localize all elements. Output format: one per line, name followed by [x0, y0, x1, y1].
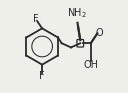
Text: F: F	[39, 71, 45, 81]
FancyBboxPatch shape	[77, 39, 84, 47]
Text: OH: OH	[83, 60, 98, 70]
Text: O: O	[95, 28, 103, 38]
Text: F: F	[33, 14, 39, 24]
Text: NH$_2$: NH$_2$	[67, 6, 87, 20]
